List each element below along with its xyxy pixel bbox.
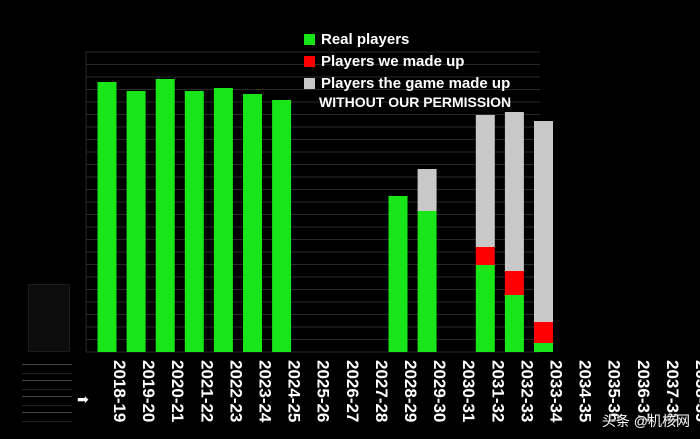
legend-swatch-we-made-up xyxy=(304,55,315,67)
bar-2029-30-players-the-game-made-up xyxy=(417,169,437,211)
legend-item-real-players: Real players xyxy=(304,28,511,50)
bar-2029-30-real-players xyxy=(417,211,437,352)
thumbnail-row xyxy=(22,396,72,406)
bar-2023-24-real-players xyxy=(243,94,262,352)
x-tick-label: 2020-21 xyxy=(168,360,187,422)
bar-2033-34-real-players xyxy=(534,343,553,352)
x-tick-label: 2021-22 xyxy=(197,360,216,422)
legend-swatch-real xyxy=(304,33,315,45)
x-tick-label: 2035-36 xyxy=(605,360,624,422)
thumbnail-row xyxy=(22,412,72,422)
x-tick-label: 2025-26 xyxy=(314,360,333,422)
thumbnail-row xyxy=(22,364,72,374)
bar-2031-32-real-players xyxy=(475,265,495,352)
thumbnail-row xyxy=(22,380,72,390)
bar-2032-33-players-the-game-made-up xyxy=(504,112,524,271)
legend-swatch-game-made-up xyxy=(304,77,315,89)
bar-2032-33-real-players xyxy=(504,295,524,352)
bar-2022-23-real-players xyxy=(213,88,233,352)
bar-2031-32-players-we-made-up xyxy=(475,247,495,265)
bars xyxy=(97,79,553,352)
watermark: 头条 @机核网 xyxy=(601,413,690,429)
bar-2031-32-players-the-game-made-up xyxy=(475,115,495,247)
legend-label-game-made-up: Players the game made up xyxy=(321,74,511,92)
x-tick-label: 2027-28 xyxy=(372,360,391,422)
x-tick-label: 2019-20 xyxy=(139,360,158,422)
x-tick-labels: 2018-19 2019-20 2020-21 2021-22 2022-23 2023-… xyxy=(110,360,700,423)
x-tick-label: 2038-39 xyxy=(692,360,700,422)
legend-label-we-made-up: Players we made up xyxy=(321,52,465,70)
legend-note: WITHOUT OUR PERMISSION xyxy=(319,94,512,110)
x-tick-label: 2028-29 xyxy=(401,360,420,422)
x-tick-label: 2036-37 xyxy=(634,360,653,422)
x-tick-label: 2022-23 xyxy=(226,360,245,422)
bar-2032-33-players-we-made-up xyxy=(504,271,524,295)
x-tick-label: 2018-19 xyxy=(110,360,129,422)
bar-2024-25-real-players xyxy=(272,100,292,352)
x-tick-label: 2034-35 xyxy=(576,360,595,422)
x-tick-label: 2033-34 xyxy=(547,360,566,423)
arrow-right-icon: ➡ xyxy=(77,391,89,407)
bar-2028-29-real-players xyxy=(388,196,408,352)
bar-2021-22-real-players xyxy=(184,91,204,352)
x-tick-label: 2024-25 xyxy=(285,360,304,422)
x-tick-label: 2029-30 xyxy=(430,360,449,422)
bar-2018-19-real-players xyxy=(97,82,117,352)
thumbnail-inset xyxy=(28,284,70,352)
legend: Real players Players we made up Players … xyxy=(304,28,511,110)
legend-label-real: Real players xyxy=(321,30,410,48)
x-tick-label: 2032-33 xyxy=(517,360,536,422)
bar-2033-34-players-we-made-up xyxy=(534,322,553,343)
bar-2033-34-players-the-game-made-up xyxy=(534,121,553,322)
x-tick-label: 2031-32 xyxy=(488,360,507,422)
x-tick-label: 2023-24 xyxy=(256,360,275,423)
x-tick-label: 2030-31 xyxy=(459,360,478,422)
legend-item-players-we-made-up: Players we made up xyxy=(304,50,511,72)
x-tick-label: 2037-38 xyxy=(663,360,682,422)
bar-2019-20-real-players xyxy=(126,91,146,352)
x-tick-label: 2026-27 xyxy=(343,360,362,422)
legend-item-players-game-made-up: Players the game made up xyxy=(304,72,511,94)
bar-2020-21-real-players xyxy=(155,79,175,352)
